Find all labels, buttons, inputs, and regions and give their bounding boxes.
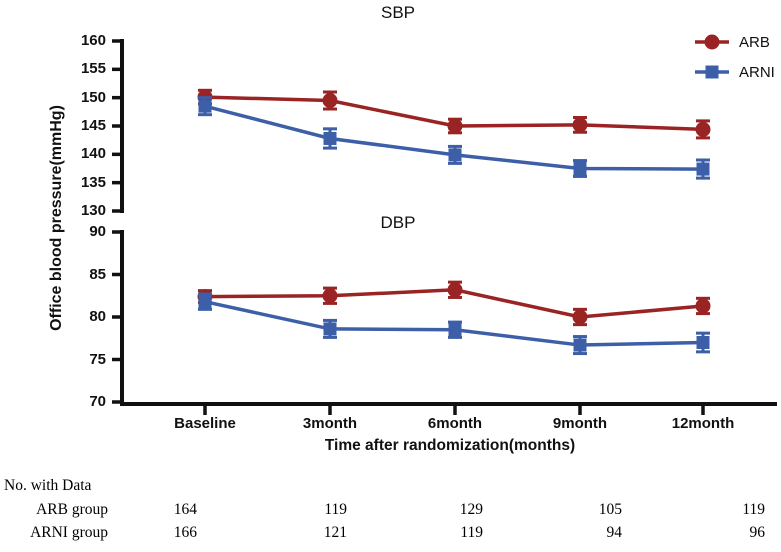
- x-tick-label: 3month: [302, 415, 358, 432]
- counts-value: 119: [742, 501, 765, 518]
- dbp-arni-marker: [448, 323, 462, 337]
- counts-value: 121: [323, 524, 347, 541]
- legend-item-arb: ARB: [693, 27, 775, 57]
- sbp-arni-marker: [448, 148, 462, 162]
- x-tick-label: 12month: [671, 415, 735, 432]
- sbp-y-tick-label: 130: [80, 202, 106, 219]
- sbp-y-tick-label: 145: [80, 117, 106, 134]
- dbp-arni-marker: [323, 322, 337, 336]
- sbp-arni-marker: [696, 162, 710, 176]
- sbp-y-tick-label: 155: [80, 60, 106, 78]
- sbp-arb-marker: [572, 117, 588, 133]
- counts-value: 119: [460, 524, 483, 541]
- counts-value: 96: [749, 524, 766, 541]
- sbp-arni-marker: [198, 99, 212, 113]
- sbp-y-tick-label: 140: [80, 145, 106, 163]
- legend: ARB ARNI: [693, 27, 775, 87]
- x-tick-label: 9month: [552, 415, 608, 432]
- dbp-arb-marker: [695, 298, 711, 314]
- dbp-y-tick-label: 80: [89, 308, 106, 325]
- counts-heading: No. with Data: [4, 477, 92, 494]
- dbp-arni-marker: [696, 336, 710, 349]
- sbp-arb-marker: [447, 118, 463, 134]
- dbp-arni-marker: [573, 338, 587, 352]
- x-axis-title: Time after randomization(months): [324, 437, 576, 454]
- legend-label: ARB: [739, 33, 770, 51]
- counts-row-label: ARB group: [36, 501, 108, 518]
- counts-value: 119: [324, 501, 347, 518]
- sbp-y-tick-label: 160: [80, 32, 106, 49]
- sbp-y-tick-label: 150: [80, 88, 106, 106]
- counts-row-label: ARNI group: [30, 524, 108, 541]
- dbp-y-tick-label: 75: [89, 350, 106, 368]
- sbp-arni-marker: [323, 131, 337, 145]
- legend-label: ARNI: [739, 63, 775, 81]
- dbp-y-tick-label: 70: [89, 393, 106, 410]
- legend-square-marker-icon: [695, 65, 729, 79]
- legend-item-arni: ARNI: [693, 57, 775, 87]
- x-tick-label: Baseline: [174, 415, 236, 432]
- sbp-arb-marker: [695, 121, 711, 137]
- sbp-arni-marker: [573, 162, 587, 175]
- dbp-arb-marker: [572, 309, 588, 325]
- x-tick-label: 6month: [427, 415, 483, 432]
- counts-value: 129: [459, 501, 483, 518]
- dbp-arb-marker: [447, 282, 463, 298]
- counts-value: 105: [598, 501, 622, 518]
- legend-circle-marker-icon: [695, 34, 729, 50]
- sbp-arb-marker: [322, 93, 338, 108]
- counts-value: 166: [173, 524, 197, 541]
- sbp-panel-title: SBP: [380, 3, 416, 22]
- dbp-arb-marker: [322, 288, 338, 304]
- sbp-y-tick-label: 135: [80, 173, 106, 191]
- dbp-arni-marker: [198, 295, 212, 309]
- counts-value: 94: [606, 524, 623, 541]
- dbp-panel-title: DBP: [380, 213, 416, 232]
- counts-value: 164: [173, 501, 197, 518]
- dbp-y-tick-label: 90: [89, 223, 106, 240]
- dbp-y-tick-label: 85: [89, 265, 106, 283]
